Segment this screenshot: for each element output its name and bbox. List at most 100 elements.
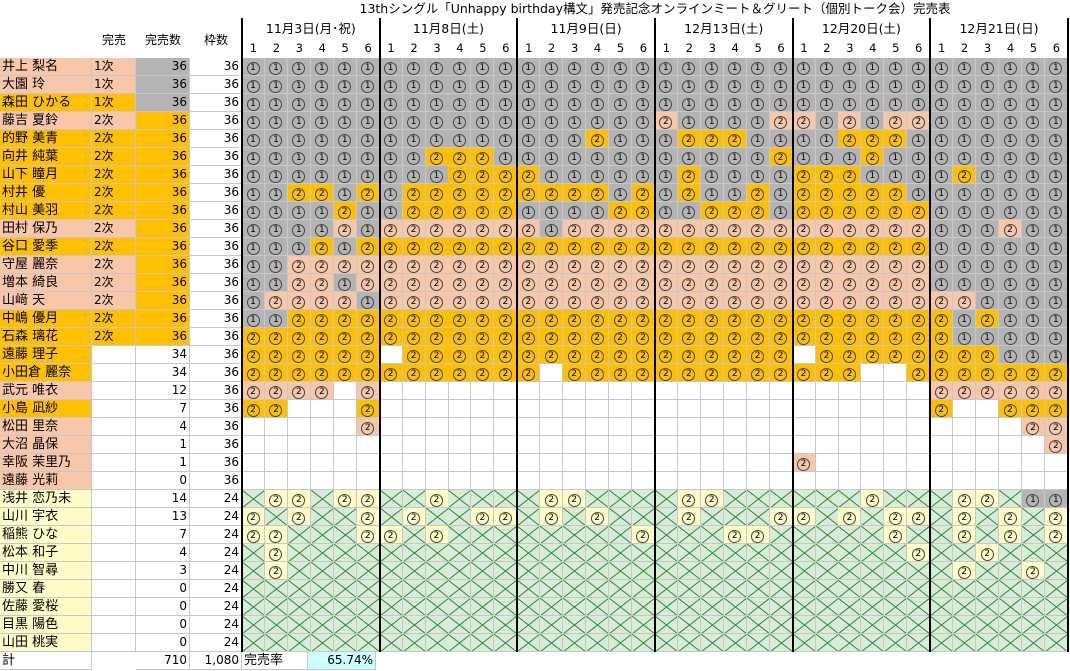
slot-count[interactable]: 36 bbox=[190, 166, 242, 184]
slot-cell[interactable]: 1 bbox=[1021, 76, 1045, 94]
slot-cell[interactable]: 2 bbox=[838, 274, 862, 292]
slot-cell[interactable]: 2 bbox=[884, 184, 908, 202]
slot-cell[interactable] bbox=[792, 544, 816, 562]
slot-cell[interactable] bbox=[700, 598, 724, 616]
slot-cell[interactable] bbox=[723, 436, 747, 454]
slot-cell[interactable] bbox=[333, 634, 357, 652]
slot-cell[interactable] bbox=[609, 472, 633, 490]
slot-cell[interactable]: 2 bbox=[723, 256, 747, 274]
slot-cell[interactable]: 2 bbox=[517, 184, 541, 202]
slot-cell[interactable]: 2 bbox=[838, 346, 862, 364]
slot-cell[interactable] bbox=[953, 418, 977, 436]
slot-cell[interactable]: 2 bbox=[609, 238, 633, 256]
slot-cell[interactable]: 1 bbox=[379, 130, 403, 148]
slot-cell[interactable]: 2 bbox=[471, 238, 495, 256]
slot-cell[interactable] bbox=[838, 634, 862, 652]
slot-cell[interactable]: 2 bbox=[861, 238, 885, 256]
slot-cell[interactable] bbox=[976, 598, 1000, 616]
slot-cell[interactable]: 1 bbox=[815, 58, 839, 76]
slot-cell[interactable]: 2 bbox=[884, 508, 908, 526]
slot-cell[interactable]: 1 bbox=[953, 256, 977, 274]
slot-cell[interactable] bbox=[861, 544, 885, 562]
slot-cell[interactable]: 1 bbox=[976, 184, 1000, 202]
slot-cell[interactable]: 2 bbox=[677, 508, 701, 526]
slot-cell[interactable]: 2 bbox=[861, 490, 885, 508]
slot-cell[interactable]: 2 bbox=[402, 274, 426, 292]
slot-count[interactable]: 36 bbox=[190, 202, 242, 220]
slot-cell[interactable] bbox=[861, 472, 885, 490]
slot-cell[interactable]: 2 bbox=[953, 346, 977, 364]
slot-cell[interactable] bbox=[310, 598, 334, 616]
slot-cell[interactable]: 2 bbox=[402, 364, 426, 382]
slot-cell[interactable]: 1 bbox=[746, 166, 770, 184]
member-name[interactable]: 小島 凪紗 bbox=[0, 400, 92, 418]
slot-cell[interactable]: 1 bbox=[1044, 346, 1068, 364]
slot-cell[interactable]: 2 bbox=[356, 364, 380, 382]
sold-count[interactable]: 4 bbox=[136, 418, 190, 436]
slot-cell[interactable] bbox=[540, 400, 564, 418]
slot-cell[interactable]: 1 bbox=[1021, 166, 1045, 184]
slot-cell[interactable] bbox=[540, 526, 564, 544]
slot-cell[interactable]: 2 bbox=[746, 310, 770, 328]
slot-cell[interactable]: 2 bbox=[402, 310, 426, 328]
slot-cell[interactable]: 2 bbox=[379, 310, 403, 328]
slot-cell[interactable] bbox=[379, 598, 403, 616]
slot-cell[interactable] bbox=[264, 454, 288, 472]
slot-cell[interactable] bbox=[884, 382, 908, 400]
slot-cell[interactable] bbox=[953, 616, 977, 634]
slot-cell[interactable] bbox=[448, 526, 472, 544]
slot-cell[interactable]: 2 bbox=[654, 346, 678, 364]
kan-status[interactable]: 2次 bbox=[92, 148, 136, 166]
kan-status[interactable]: 2次 bbox=[92, 238, 136, 256]
slot-cell[interactable]: 1 bbox=[517, 202, 541, 220]
slot-cell[interactable] bbox=[333, 472, 357, 490]
slot-cell[interactable]: 2 bbox=[425, 310, 449, 328]
slot-cell[interactable] bbox=[907, 616, 931, 634]
slot-cell[interactable] bbox=[631, 400, 655, 418]
slot-cell[interactable]: 2 bbox=[310, 256, 334, 274]
slot-cell[interactable]: 2 bbox=[448, 148, 472, 166]
slot-cell[interactable] bbox=[609, 580, 633, 598]
slot-cell[interactable]: 1 bbox=[402, 130, 426, 148]
slot-count[interactable]: 24 bbox=[190, 634, 242, 652]
slot-cell[interactable]: 1 bbox=[815, 130, 839, 148]
member-name[interactable]: 的野 美青 bbox=[0, 130, 92, 148]
slot-cell[interactable] bbox=[609, 598, 633, 616]
slot-cell[interactable]: 2 bbox=[333, 310, 357, 328]
slot-cell[interactable] bbox=[815, 382, 839, 400]
slot-cell[interactable]: 2 bbox=[815, 238, 839, 256]
slot-cell[interactable]: 2 bbox=[310, 274, 334, 292]
slot-cell[interactable]: 1 bbox=[1044, 292, 1068, 310]
slot-cell[interactable]: 2 bbox=[517, 346, 541, 364]
slot-cell[interactable]: 1 bbox=[540, 148, 564, 166]
slot-cell[interactable] bbox=[999, 634, 1023, 652]
slot-cell[interactable] bbox=[609, 634, 633, 652]
slot-cell[interactable]: 2 bbox=[242, 526, 265, 544]
slot-count[interactable]: 24 bbox=[190, 490, 242, 508]
kan-status[interactable] bbox=[92, 526, 136, 544]
slot-cell[interactable]: 1 bbox=[264, 184, 288, 202]
slot-cell[interactable] bbox=[631, 436, 655, 454]
slot-cell[interactable] bbox=[287, 634, 311, 652]
slot-cell[interactable]: 1 bbox=[425, 112, 449, 130]
member-name[interactable]: 勝又 春 bbox=[0, 580, 92, 598]
slot-cell[interactable] bbox=[310, 580, 334, 598]
slot-cell[interactable]: 1 bbox=[861, 112, 885, 130]
slot-cell[interactable]: 1 bbox=[379, 202, 403, 220]
slot-cell[interactable]: 1 bbox=[907, 184, 931, 202]
slot-cell[interactable]: 1 bbox=[884, 166, 908, 184]
slot-cell[interactable]: 1 bbox=[242, 76, 265, 94]
slot-cell[interactable] bbox=[563, 472, 587, 490]
slot-cell[interactable]: 1 bbox=[333, 238, 357, 256]
slot-cell[interactable] bbox=[861, 562, 885, 580]
slot-cell[interactable]: 1 bbox=[953, 238, 977, 256]
slot-cell[interactable]: 2 bbox=[609, 346, 633, 364]
slot-cell[interactable] bbox=[1044, 616, 1068, 634]
slot-cell[interactable]: 2 bbox=[563, 274, 587, 292]
slot-cell[interactable]: 2 bbox=[540, 346, 564, 364]
slot-cell[interactable]: 1 bbox=[930, 274, 954, 292]
slot-cell[interactable] bbox=[999, 454, 1023, 472]
slot-cell[interactable] bbox=[540, 544, 564, 562]
slot-cell[interactable] bbox=[448, 598, 472, 616]
slot-cell[interactable]: 2 bbox=[999, 526, 1023, 544]
